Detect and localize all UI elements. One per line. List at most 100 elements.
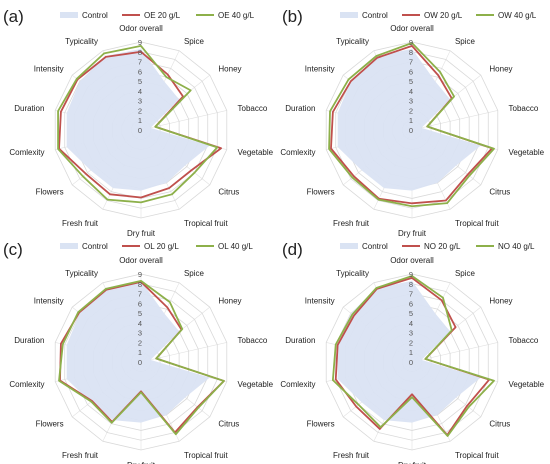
axis-category-label: Duration xyxy=(285,104,315,113)
tick-label: 8 xyxy=(409,280,413,289)
tick-label: 0 xyxy=(138,126,142,135)
panel-label: (a) xyxy=(3,7,24,26)
grid-ring xyxy=(335,283,489,441)
axis-category-label: Honey xyxy=(218,64,241,73)
series-line-40gl xyxy=(58,279,225,436)
panel-label: (d) xyxy=(282,240,303,259)
axis-category-label: Flowers xyxy=(36,420,64,429)
axis-category-label: Honey xyxy=(489,64,512,73)
axis-category-label: Fresh fruit xyxy=(62,451,99,460)
legend-entry: Control xyxy=(362,11,388,20)
tick-label: 9 xyxy=(409,38,413,47)
legend-entry: NO 20 g/L xyxy=(424,242,461,251)
axis-category-label: Duration xyxy=(14,104,44,113)
legend-entry: OE 20 g/L xyxy=(144,11,181,20)
tick-label: 9 xyxy=(138,38,142,47)
axis-category-label: Dry fruit xyxy=(127,461,156,464)
tick-label: 3 xyxy=(138,329,142,338)
series-line-40gl xyxy=(57,45,219,204)
axis-category-label: Vegetable xyxy=(509,148,545,157)
tick-label: 3 xyxy=(409,329,413,338)
axis-category-label: Citrus xyxy=(489,420,510,429)
tick-label: 2 xyxy=(138,338,142,347)
legend-entry: OW 20 g/L xyxy=(424,11,463,20)
legend-entry: OL 20 g/L xyxy=(144,242,179,251)
tick-label: 7 xyxy=(409,290,413,299)
tick-label: 8 xyxy=(409,48,413,57)
tick-label: 4 xyxy=(409,319,413,328)
axis-category-label: Dry fruit xyxy=(398,461,427,464)
legend-swatch xyxy=(340,243,358,249)
axis-category-label: Intensity xyxy=(34,64,64,73)
axis-category-label: Citrus xyxy=(489,188,510,197)
axis-category-label: Flowers xyxy=(36,188,64,197)
legend-entry: NO 40 g/L xyxy=(498,242,535,251)
grid-ring xyxy=(64,283,218,441)
axis-category-label: Comlexity xyxy=(9,380,44,389)
legend-swatch xyxy=(60,243,78,249)
legend-entry: Control xyxy=(82,11,108,20)
tick-label: 2 xyxy=(409,338,413,347)
tick-label: 3 xyxy=(409,97,413,106)
tick-label: 1 xyxy=(409,116,413,125)
tick-label: 0 xyxy=(409,358,413,367)
axis-category-label: Tropical fruit xyxy=(184,451,228,460)
axis-category-label: Flowers xyxy=(307,188,335,197)
tick-label: 3 xyxy=(138,97,142,106)
axis-category-label: Citrus xyxy=(218,420,239,429)
axis-category-label: Spice xyxy=(184,37,205,46)
tick-label: 6 xyxy=(138,299,142,308)
axis-category-label: Odor overall xyxy=(119,24,163,33)
axis-category-label: Fresh fruit xyxy=(333,219,370,228)
axis-category-label: Tobacco xyxy=(509,104,539,113)
axis-category-label: Typicality xyxy=(65,269,98,278)
legend-entry: Control xyxy=(82,242,108,251)
axis-category-label: Spice xyxy=(184,269,205,278)
axis-category-label: Intensity xyxy=(305,64,335,73)
tick-label: 0 xyxy=(138,358,142,367)
axis-category-label: Vegetable xyxy=(509,380,545,389)
grid-ring xyxy=(54,273,228,451)
axis-category-label: Fresh fruit xyxy=(333,451,370,460)
tick-label: 9 xyxy=(409,270,413,279)
grid-ring xyxy=(335,51,489,209)
axis-category-label: Typicality xyxy=(65,37,98,46)
axis-category-label: Duration xyxy=(285,336,315,345)
series-area-control xyxy=(337,280,481,423)
axis-category-label: Comlexity xyxy=(9,148,44,157)
axis-category-label: Dry fruit xyxy=(127,229,156,238)
tick-label: 4 xyxy=(409,87,413,96)
tick-label: 7 xyxy=(138,58,142,67)
axis-category-label: Typicality xyxy=(336,269,369,278)
axis-category-label: Comlexity xyxy=(280,148,315,157)
axis-category-label: Fresh fruit xyxy=(62,219,99,228)
axis-category-label: Honey xyxy=(489,296,512,305)
axis-category-label: Intensity xyxy=(305,296,335,305)
axis-category-label: Vegetable xyxy=(238,380,274,389)
tick-label: 2 xyxy=(138,106,142,115)
axis-category-label: Odor overall xyxy=(390,24,434,33)
axis-category-label: Odor overall xyxy=(119,256,163,265)
tick-label: 7 xyxy=(138,290,142,299)
tick-label: 1 xyxy=(409,348,413,357)
axis-category-label: Spice xyxy=(455,269,476,278)
axis-category-label: Typicality xyxy=(336,37,369,46)
series-area-control xyxy=(66,280,210,423)
tick-label: 5 xyxy=(138,309,142,318)
axis-category-label: Comlexity xyxy=(280,380,315,389)
tick-label: 0 xyxy=(409,126,413,135)
tick-label: 8 xyxy=(138,48,142,57)
axis-category-label: Tobacco xyxy=(238,104,268,113)
tick-label: 4 xyxy=(138,87,142,96)
axis-category-label: Tropical fruit xyxy=(184,219,228,228)
axis-category-label: Duration xyxy=(14,336,44,345)
axis-category-label: Intensity xyxy=(34,296,64,305)
axis-category-label: Flowers xyxy=(307,420,335,429)
legend-swatch xyxy=(340,12,358,18)
grid-ring xyxy=(325,273,499,451)
axis-category-label: Tobacco xyxy=(238,336,268,345)
